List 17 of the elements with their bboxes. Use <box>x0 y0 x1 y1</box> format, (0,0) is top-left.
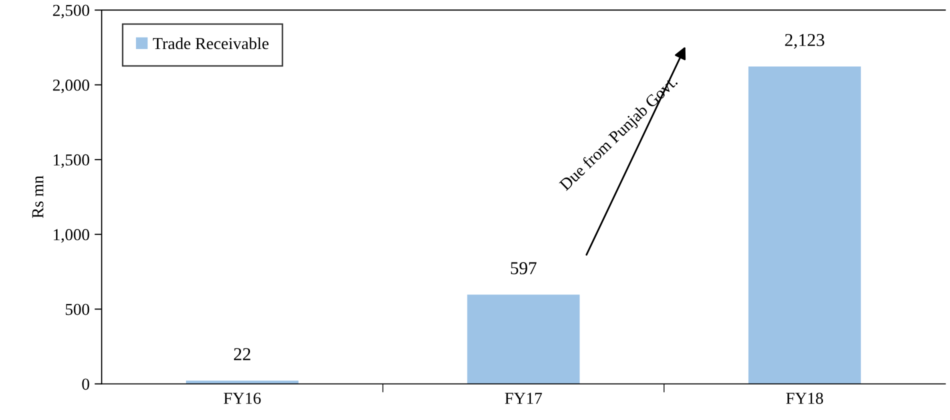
y-tick-label: 2,000 <box>53 80 90 94</box>
y-tick-label: 500 <box>66 304 90 316</box>
y-tick-label: 1,000 <box>54 229 90 243</box>
data-label: 597 <box>510 262 536 274</box>
y-tick-label: 1,500 <box>54 154 90 168</box>
bar <box>748 66 861 384</box>
data-label: 22 <box>234 348 250 360</box>
x-tick-label: FY16 <box>224 392 261 404</box>
bar <box>186 380 298 384</box>
x-tick-label: FY18 <box>786 392 823 404</box>
legend-label: Trade Receivable <box>152 37 269 50</box>
y-tick-label: 0 <box>82 378 90 390</box>
y-axis-title: Rs mn <box>32 176 44 218</box>
x-tick-label: FY17 <box>504 392 542 404</box>
bar <box>467 294 580 384</box>
y-tick-label: 2,500 <box>53 4 90 18</box>
data-label: 2,123 <box>785 34 824 49</box>
